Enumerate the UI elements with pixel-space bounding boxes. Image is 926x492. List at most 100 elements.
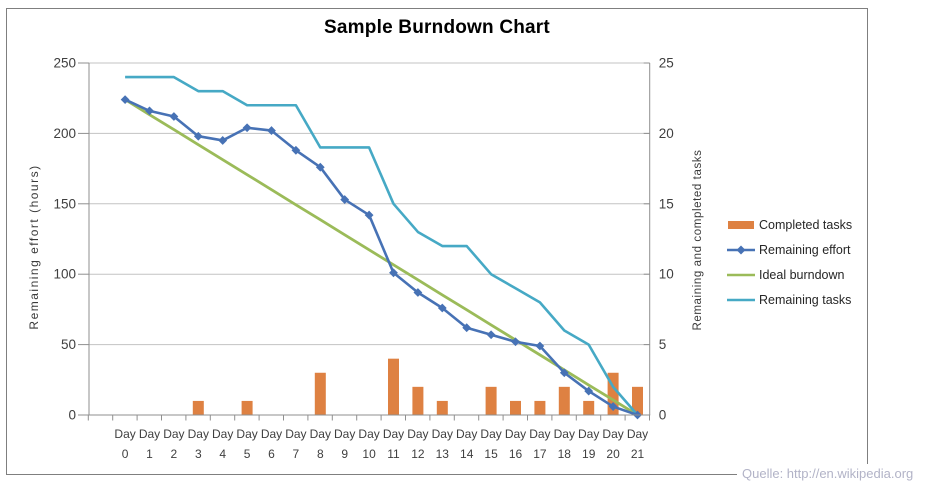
x-tick-label: 11: [387, 447, 400, 461]
bar-completed-tasks: [192, 400, 204, 415]
x-tick-label: 20: [606, 447, 620, 461]
marker-diamond: [340, 195, 350, 204]
marker-diamond: [389, 268, 398, 278]
right-axis-tick-label: 0: [659, 408, 667, 423]
marker-diamond: [145, 106, 154, 116]
right-axis-tick-label: 10: [659, 267, 674, 282]
x-tick-label: 18: [558, 447, 572, 461]
x-tick-label: Day: [578, 427, 599, 441]
right-axis-tick-label: 20: [659, 126, 674, 141]
x-tick-label: Day: [407, 427, 428, 441]
bar-completed-tasks: [412, 386, 424, 415]
legend-swatch-line-icon: [727, 273, 755, 276]
bar-completed-tasks: [436, 400, 448, 415]
x-tick-label: 10: [362, 447, 376, 461]
right-axis-tick-label: 25: [659, 56, 674, 71]
x-tick-label: Day: [480, 427, 501, 441]
marker-diamond: [559, 368, 569, 378]
marker-diamond: [486, 330, 496, 340]
bar-completed-tasks: [583, 400, 595, 415]
left-axis-tick-label: 250: [53, 56, 76, 71]
x-tick-label: 16: [509, 447, 523, 461]
left-axis-tick-label: 150: [53, 196, 76, 211]
x-tick-label: 5: [244, 447, 251, 461]
bar-completed-tasks: [558, 386, 570, 415]
legend-label: Completed tasks: [759, 217, 853, 232]
x-tick-label: Day: [139, 427, 160, 441]
marker-diamond: [218, 136, 228, 145]
x-tick-label: Day: [334, 427, 355, 441]
legend: Completed tasks Remaining effort Ideal b…: [727, 212, 852, 312]
marker-diamond: [169, 112, 179, 121]
x-tick-label: 13: [436, 447, 450, 461]
line-remaining-effort: [124, 98, 638, 417]
bar-completed-tasks: [314, 372, 326, 415]
x-tick-label: Day: [212, 427, 233, 441]
bar-completed-tasks: [388, 358, 399, 415]
bar-completed-tasks: [632, 386, 643, 415]
marker-diamond: [315, 162, 325, 172]
bar-completed-tasks: [241, 400, 253, 415]
marker-diamond: [437, 303, 447, 313]
x-tick-label: Day: [432, 427, 453, 441]
x-tick-label: Day: [285, 427, 306, 441]
x-tick-label: Day: [456, 427, 477, 441]
legend-item-remaining-effort: Remaining effort: [727, 237, 852, 262]
x-tick-label: 0: [122, 447, 129, 461]
x-tick-label: 9: [341, 447, 348, 461]
x-tick-label: Day: [358, 427, 379, 441]
x-tick-label: Day: [602, 427, 623, 441]
marker-diamond: [193, 131, 203, 141]
bar-completed-tasks: [607, 372, 619, 415]
legend-swatch-bar-icon: [728, 220, 754, 229]
legend-label: Ideal burndown: [759, 267, 845, 282]
x-tick-label: 2: [171, 447, 178, 461]
x-tick-label: Day: [529, 427, 550, 441]
marker-diamond: [462, 323, 472, 333]
x-tick-label: 6: [268, 447, 275, 461]
x-tick-label: Day: [261, 427, 282, 441]
marker-diamond: [413, 288, 423, 297]
line-ideal-burndown: [124, 98, 639, 417]
x-tick-label: 17: [533, 447, 547, 461]
left-axis-tick-label: 200: [53, 126, 76, 141]
legend-item-ideal-burndown: Ideal burndown: [727, 262, 852, 287]
x-tick-label: Day: [188, 427, 209, 441]
marker-diamond: [584, 386, 594, 396]
line-remaining-tasks: [125, 75, 639, 416]
x-tick-label: 14: [460, 447, 474, 461]
x-tick-label: 7: [293, 447, 300, 461]
figure-border: [6, 8, 868, 475]
bar-completed-tasks: [534, 400, 546, 415]
right-axis-tick-label: 5: [659, 337, 667, 352]
legend-item-remaining-tasks: Remaining tasks: [727, 287, 852, 312]
marker-diamond: [242, 123, 252, 133]
marker-diamond: [535, 341, 545, 351]
x-tick-label: Day: [554, 427, 575, 441]
bar-completed-tasks: [510, 400, 521, 415]
x-tick-label: Day: [383, 427, 404, 441]
left-axis-tick-label: 50: [61, 337, 76, 352]
marker-diamond: [608, 402, 618, 411]
right-axis-tick-label: 15: [659, 196, 674, 211]
source-note: Quelle: http://en.wikipedia.org: [737, 464, 917, 484]
marker-diamond: [291, 145, 301, 155]
x-tick-label: Day: [163, 427, 184, 441]
legend-label: Remaining effort: [759, 242, 851, 257]
x-tick-label: 19: [582, 447, 596, 461]
left-axis-title: Remaining effort (hours): [27, 164, 41, 330]
x-tick-label: 21: [631, 447, 645, 461]
marker-diamond: [120, 95, 130, 105]
x-tick-label: Day: [236, 427, 257, 441]
bar-completed-tasks: [485, 386, 497, 415]
x-tick-label: 12: [411, 447, 425, 461]
x-tick-label: 8: [317, 447, 324, 461]
legend-swatch-line-icon: [727, 298, 755, 301]
x-tick-label: Day: [114, 427, 135, 441]
legend-label: Remaining tasks: [759, 292, 852, 307]
marker-diamond: [267, 126, 276, 135]
left-axis-tick-label: 0: [68, 408, 76, 423]
left-axis-tick-label: 100: [53, 267, 76, 282]
